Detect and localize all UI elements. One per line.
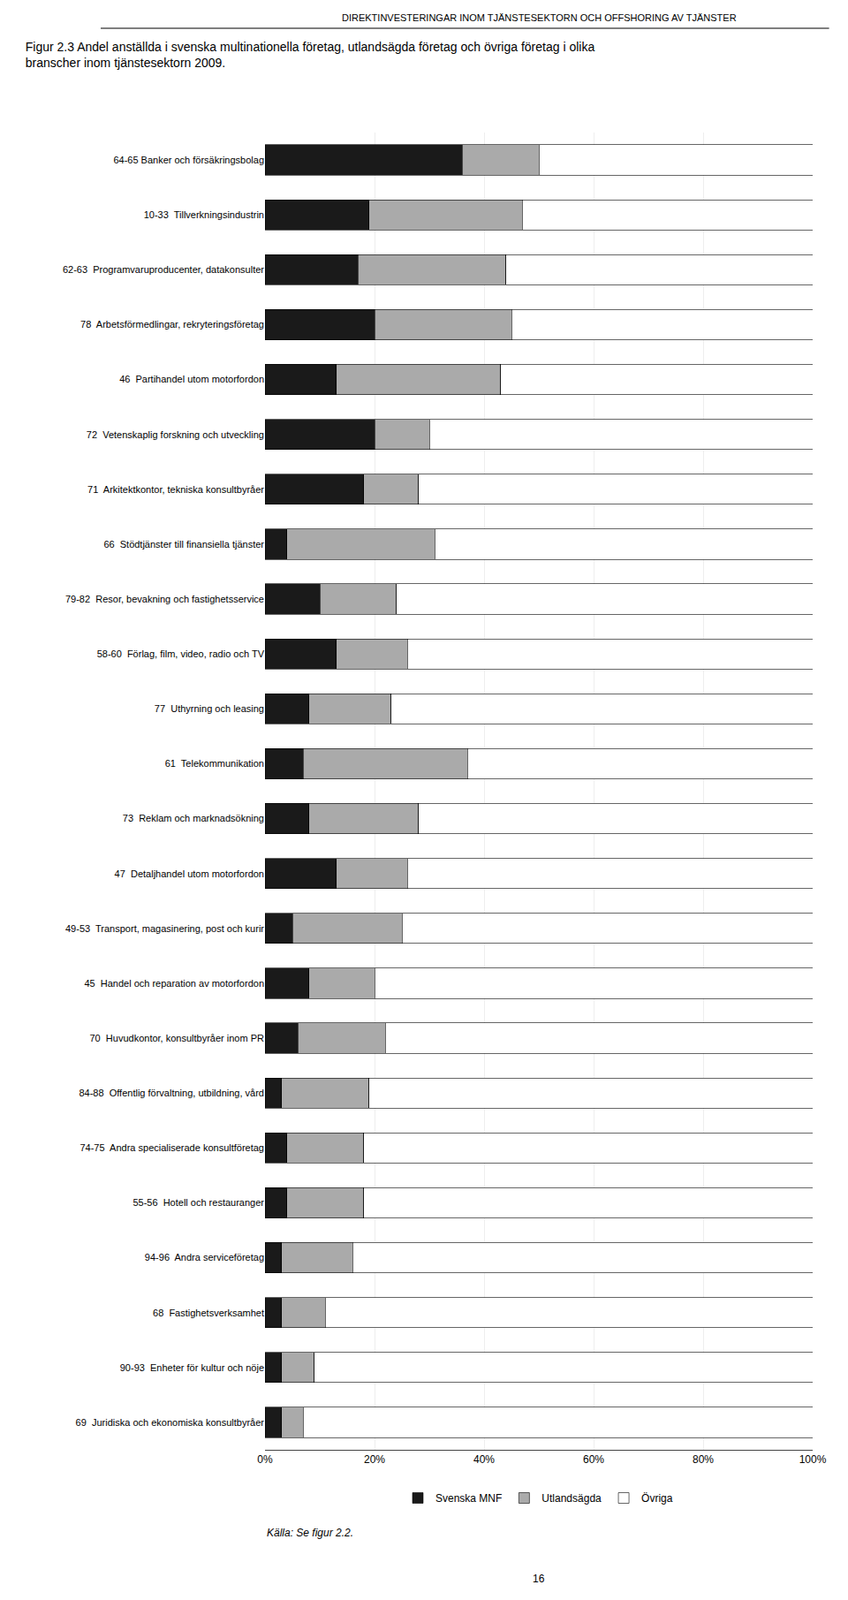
svg-text:20%: 20%: [363, 1453, 386, 1466]
svg-text:55-56 Hotell och restauranger: 55-56 Hotell och restauranger: [132, 1196, 265, 1208]
svg-text:77 Uthyrning och leasing: 77 Uthyrning och leasing: [154, 703, 265, 714]
svg-text:64-65 Banker och försäkringsbo: 64-65 Banker och försäkringsbolag: [113, 154, 265, 166]
svg-text:Källa: Se figur 2.2.: Källa: Se figur 2.2.: [266, 1526, 354, 1539]
svg-text:61 Telekommunikation: 61 Telekommunikation: [165, 757, 265, 769]
svg-text:66 Stödtjänster till finansie: 66 Stödtjänster till finansiella tjänste…: [103, 538, 265, 550]
svg-text:58-60 Förlag, film, video, ra: 58-60 Förlag, film, video, radio och TV: [97, 648, 265, 659]
svg-text:79-82 Resor, bevakning och fa: 79-82 Resor, bevakning och fastighetsser…: [65, 593, 265, 605]
svg-text:45 Handel och reparation av m: 45 Handel och reparation av motorfordon: [83, 977, 265, 989]
svg-text:94-96 Andra serviceföretag: 94-96 Andra serviceföretag: [144, 1251, 265, 1263]
svg-text:Figur 2.3 Andel anställda i sv: Figur 2.3 Andel anställda i svenska mult…: [25, 39, 596, 70]
svg-text:70 Huvudkontor, konsultbyråer: 70 Huvudkontor, konsultbyråer inom PR: [90, 1032, 265, 1044]
svg-text:60%: 60%: [583, 1453, 605, 1466]
svg-text:73 Reklam och marknadsökning: 73 Reklam och marknadsökning: [122, 812, 265, 824]
svg-text:16: 16: [532, 1572, 546, 1585]
svg-text:0%: 0%: [257, 1453, 273, 1466]
svg-text:84-88 Offentlig förvaltning,: 84-88 Offentlig förvaltning, utbildning,…: [78, 1087, 265, 1098]
svg-text:Utlandsägda: Utlandsägda: [541, 1491, 602, 1505]
svg-text:40%: 40%: [473, 1453, 495, 1466]
svg-text:78 Arbetsförmedlingar, rekryt: 78 Arbetsförmedlingar, rekryteringsföret…: [80, 318, 265, 330]
svg-text:80%: 80%: [692, 1453, 714, 1466]
svg-text:72 Vetenskaplig forskning och: 72 Vetenskaplig forskning och utveckling: [86, 429, 265, 440]
svg-text:68 Fastighetsverksamhet: 68 Fastighetsverksamhet: [152, 1307, 265, 1318]
svg-text:47 Detaljhandel utom motorfor: 47 Detaljhandel utom motorfordon: [114, 868, 265, 879]
svg-text:90-93 Enheter för kultur och: 90-93 Enheter för kultur och nöje: [120, 1362, 265, 1373]
svg-text:49-53 Transport, magasinering: 49-53 Transport, magasinering, post och …: [65, 923, 265, 934]
svg-text:71 Arkitektkontor, tekniska k: 71 Arkitektkontor, tekniska konsultbyråe…: [87, 484, 265, 495]
svg-text:10-33 Tillverkningsindustrin: 10-33 Tillverkningsindustrin: [143, 209, 265, 220]
svg-text:DIREKTINVESTERINGAR INOM TJÄNS: DIREKTINVESTERINGAR INOM TJÄNSTESEKTORN …: [341, 12, 737, 23]
svg-text:100%: 100%: [799, 1453, 827, 1466]
svg-text:Svenska MNF: Svenska MNF: [435, 1491, 502, 1505]
svg-text:69 Juridiska och ekonomiska k: 69 Juridiska och ekonomiska konsultbyråe…: [75, 1416, 265, 1428]
svg-text:74-75 Andra specialiserade ko: 74-75 Andra specialiserade konsultföreta…: [79, 1142, 265, 1153]
svg-text:62-63 Programvaruproducenter,: 62-63 Programvaruproducenter, datakonsul…: [62, 264, 265, 275]
svg-text:Övriga: Övriga: [641, 1491, 674, 1505]
svg-text:46 Partihandel utom motorford: 46 Partihandel utom motorfordon: [119, 373, 265, 385]
